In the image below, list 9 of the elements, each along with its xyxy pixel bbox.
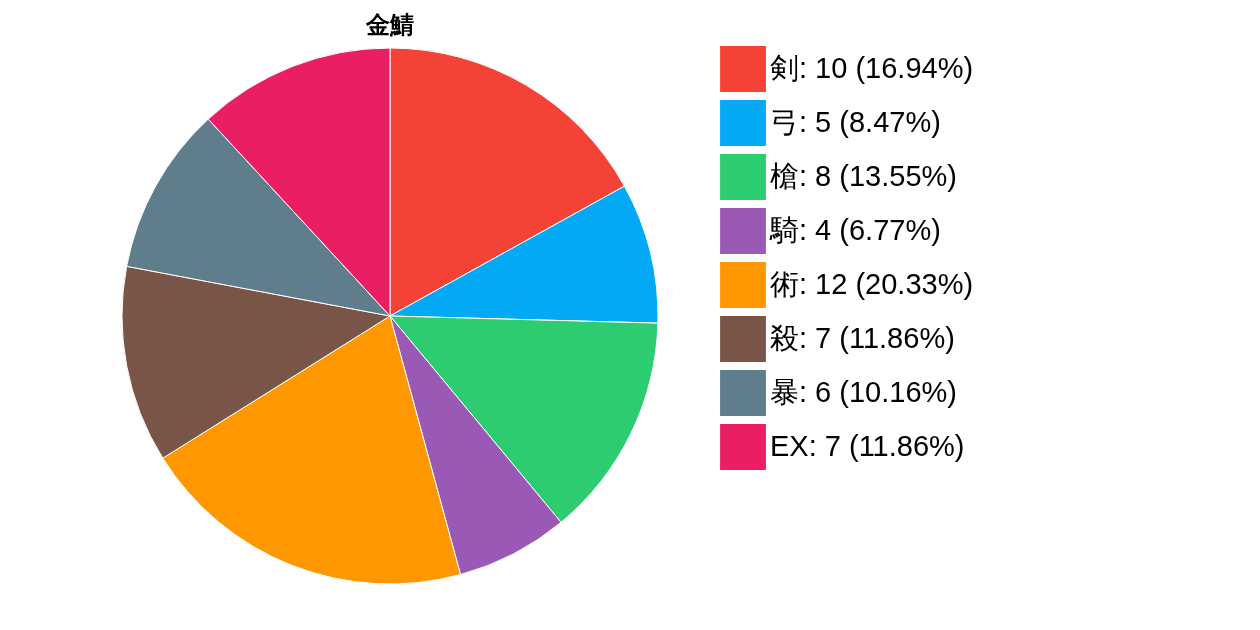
legend-label: EX: 7 (11.86%) [770, 430, 965, 462]
legend-label: 槍: 8 (13.55%) [770, 160, 957, 192]
legend-label: 剣: 10 (16.94%) [770, 52, 974, 84]
legend-label: 暴: 6 (10.16%) [770, 376, 957, 408]
chart-title: 金鯖 [365, 11, 414, 38]
legend-label: 騎: 4 (6.77%) [769, 214, 941, 246]
legend-label: 弓: 5 (8.47%) [770, 106, 941, 138]
legend-label: 殺: 7 (11.86%) [770, 322, 955, 354]
legend-label: 術: 12 (20.33%) [770, 268, 974, 300]
